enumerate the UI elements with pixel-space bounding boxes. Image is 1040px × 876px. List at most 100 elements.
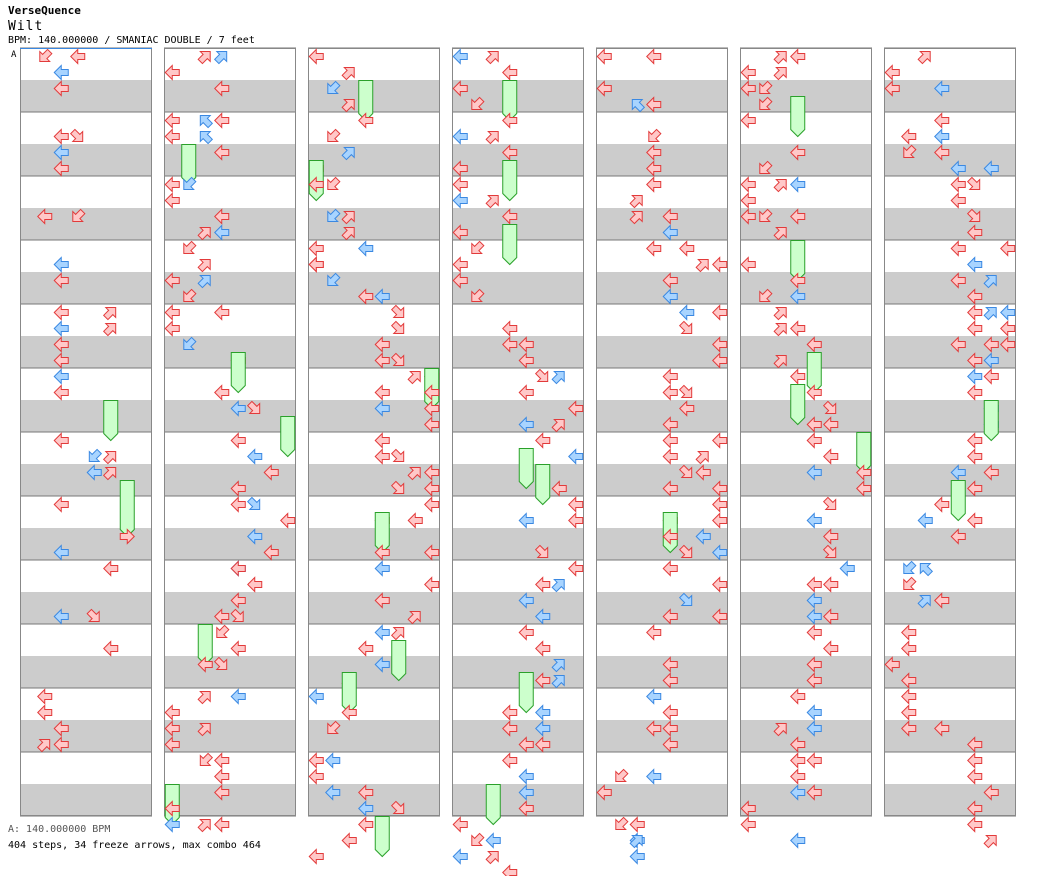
step-arrow-red (164, 720, 180, 737)
step-arrow-red (678, 320, 693, 334)
step-arrow-red (740, 208, 756, 225)
beat-stripe (164, 80, 296, 96)
beat-stripe (884, 736, 1016, 752)
step-arrow-red (39, 48, 53, 62)
beat-stripe (164, 480, 296, 496)
step-arrow-red (712, 608, 728, 625)
beat-stripe (740, 736, 872, 752)
step-arrow-blue (308, 688, 324, 705)
beat-stripe (884, 272, 1016, 288)
beat-stripe (884, 592, 1016, 608)
step-arrow-red (341, 211, 355, 225)
step-arrow-red (390, 352, 405, 366)
chart-column (164, 47, 296, 817)
step-arrow-red (308, 752, 324, 769)
step-arrow-red (518, 384, 534, 401)
step-arrow-blue (374, 624, 390, 641)
beat-stripe (596, 160, 728, 176)
step-arrow-red (551, 480, 567, 497)
step-arrow-red (823, 608, 839, 625)
step-arrow-blue (88, 448, 103, 462)
step-arrow-red (967, 288, 983, 305)
step-arrow-red (485, 131, 499, 145)
step-arrow-blue (183, 176, 197, 190)
beat-stripe (596, 224, 728, 240)
step-arrow-blue (934, 128, 950, 145)
step-arrow-red (424, 480, 440, 497)
beat-stripe (740, 144, 872, 160)
step-arrow-red (535, 672, 551, 689)
beat-stripe (740, 464, 872, 480)
step-arrow-red (485, 51, 499, 65)
step-arrow-red (164, 800, 180, 817)
beat-stripe (740, 352, 872, 368)
beat-stripe (452, 96, 584, 112)
step-arrow-red (518, 800, 534, 817)
step-arrow-blue (518, 768, 534, 785)
beat-stripe (308, 720, 440, 736)
step-arrow-blue (485, 832, 501, 849)
step-arrow-red (773, 67, 787, 81)
step-arrow-red (502, 864, 518, 876)
beat-stripe (884, 800, 1016, 816)
step-arrow-red (390, 480, 405, 494)
step-arrow-red (197, 691, 211, 705)
step-arrow-red (901, 704, 917, 721)
step-arrow-red (740, 64, 756, 81)
step-arrow-red (790, 368, 806, 385)
beat-stripe (164, 720, 296, 736)
step-arrow-red (759, 288, 773, 302)
beat-stripe (452, 336, 584, 352)
beat-stripe (164, 288, 296, 304)
step-arrow-blue (934, 80, 950, 97)
freeze-arrow (790, 96, 806, 138)
step-arrow-red (822, 496, 837, 510)
step-arrow-blue (327, 208, 341, 222)
beat-stripe (308, 544, 440, 560)
step-arrow-red (823, 576, 839, 593)
column-border (308, 48, 440, 816)
beat-stripe (740, 272, 872, 288)
step-arrow-red (773, 355, 787, 369)
step-arrow-blue (53, 320, 69, 337)
step-arrow-red (790, 736, 806, 753)
beat-stripe (308, 352, 440, 368)
step-arrow-red (214, 816, 230, 833)
step-arrow-red (424, 544, 440, 561)
step-arrow-red (822, 400, 837, 414)
step-arrow-red (712, 512, 728, 529)
step-arrow-red (983, 368, 999, 385)
beat-stripe (452, 160, 584, 176)
step-arrow-blue (452, 192, 468, 209)
beat-stripe (884, 544, 1016, 560)
step-arrow-red (917, 51, 931, 65)
step-arrow-red (407, 467, 421, 481)
beat-stripe (164, 672, 296, 688)
step-arrow-red (230, 480, 246, 497)
step-arrow-blue (230, 688, 246, 705)
freeze-arrow (119, 480, 135, 538)
step-arrow-red (164, 128, 180, 145)
step-arrow-red (662, 384, 678, 401)
step-arrow-red (662, 672, 678, 689)
beat-stripe (20, 416, 152, 432)
beat-stripe (452, 464, 584, 480)
beat-stripe (452, 224, 584, 240)
beat-stripe (596, 272, 728, 288)
step-arrow-red (37, 688, 53, 705)
step-arrow-red (901, 640, 917, 657)
step-arrow-red (678, 464, 693, 478)
step-arrow-red (502, 336, 518, 353)
step-arrow-red (712, 256, 728, 273)
step-arrow-red (740, 80, 756, 97)
step-arrow-blue (518, 592, 534, 609)
step-arrow-red (806, 624, 822, 641)
step-arrow-red (967, 512, 983, 529)
chart-column (740, 47, 872, 817)
step-arrow-red (308, 176, 324, 193)
step-arrow-red (901, 128, 917, 145)
beat-stripe (164, 736, 296, 752)
step-arrow-red (662, 560, 678, 577)
step-arrow-blue (213, 51, 228, 65)
step-arrow-red (102, 467, 117, 481)
